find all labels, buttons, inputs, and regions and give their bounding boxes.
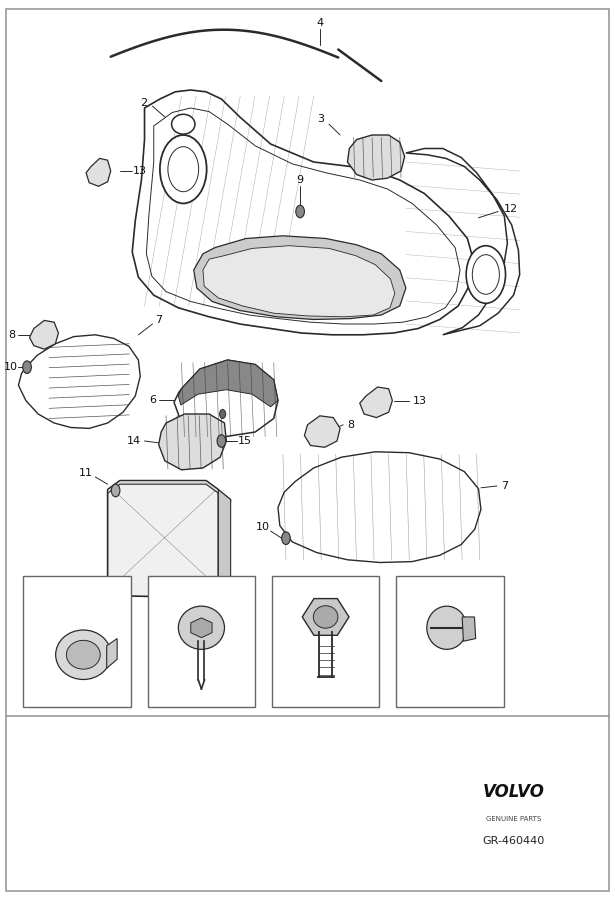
Bar <box>272 576 379 706</box>
Polygon shape <box>347 135 405 180</box>
Polygon shape <box>203 246 395 317</box>
Polygon shape <box>159 414 226 470</box>
Polygon shape <box>108 481 231 502</box>
Text: GENUINE PARTS: GENUINE PARTS <box>486 816 541 822</box>
Text: 14: 14 <box>127 436 141 446</box>
Ellipse shape <box>313 606 338 628</box>
Text: 11: 11 <box>79 468 93 479</box>
Text: 1: 1 <box>218 287 225 298</box>
Polygon shape <box>178 360 278 407</box>
Ellipse shape <box>178 607 224 650</box>
Text: 9: 9 <box>296 175 304 185</box>
Ellipse shape <box>172 114 195 134</box>
Text: 6: 6 <box>149 394 156 405</box>
Polygon shape <box>174 360 278 436</box>
Circle shape <box>23 361 31 374</box>
Polygon shape <box>191 617 212 637</box>
Text: 10: 10 <box>4 362 18 373</box>
Polygon shape <box>278 452 481 562</box>
Text: 7: 7 <box>155 315 162 326</box>
Circle shape <box>466 246 506 303</box>
Polygon shape <box>18 335 140 428</box>
Text: 9: 9 <box>34 587 40 598</box>
Polygon shape <box>304 416 340 447</box>
Text: 13: 13 <box>133 166 147 176</box>
Ellipse shape <box>56 630 111 680</box>
Text: VOLVO: VOLVO <box>483 783 544 801</box>
Ellipse shape <box>427 607 467 650</box>
Polygon shape <box>108 481 218 598</box>
Polygon shape <box>303 598 349 635</box>
Circle shape <box>111 580 121 594</box>
Text: 15: 15 <box>238 436 252 446</box>
Text: 4: 4 <box>316 17 323 28</box>
Polygon shape <box>218 490 231 594</box>
Polygon shape <box>86 158 111 186</box>
Text: 12: 12 <box>504 203 517 214</box>
Circle shape <box>111 484 120 497</box>
Polygon shape <box>107 639 117 668</box>
Circle shape <box>282 532 290 544</box>
Text: 5: 5 <box>159 614 167 625</box>
Polygon shape <box>194 236 406 320</box>
Bar <box>396 576 504 706</box>
Text: 3: 3 <box>317 113 325 124</box>
Bar <box>23 576 131 706</box>
Text: 11: 11 <box>279 587 292 598</box>
Text: GR-460440: GR-460440 <box>482 836 545 847</box>
Text: 12: 12 <box>403 587 416 598</box>
Text: 8: 8 <box>9 329 16 340</box>
Circle shape <box>204 580 214 594</box>
Bar <box>148 576 255 706</box>
Text: 10: 10 <box>256 522 269 533</box>
Polygon shape <box>462 617 476 641</box>
Text: 2: 2 <box>140 97 147 108</box>
Circle shape <box>296 205 304 218</box>
Circle shape <box>160 135 207 203</box>
Polygon shape <box>30 320 58 349</box>
Text: 13: 13 <box>413 396 426 407</box>
Text: 8: 8 <box>347 419 354 430</box>
Text: 7: 7 <box>501 481 508 491</box>
Circle shape <box>220 410 226 418</box>
Circle shape <box>217 435 226 447</box>
Polygon shape <box>360 387 392 418</box>
Text: 10: 10 <box>154 587 168 598</box>
Polygon shape <box>406 148 520 335</box>
Ellipse shape <box>66 641 100 670</box>
Polygon shape <box>132 90 474 335</box>
